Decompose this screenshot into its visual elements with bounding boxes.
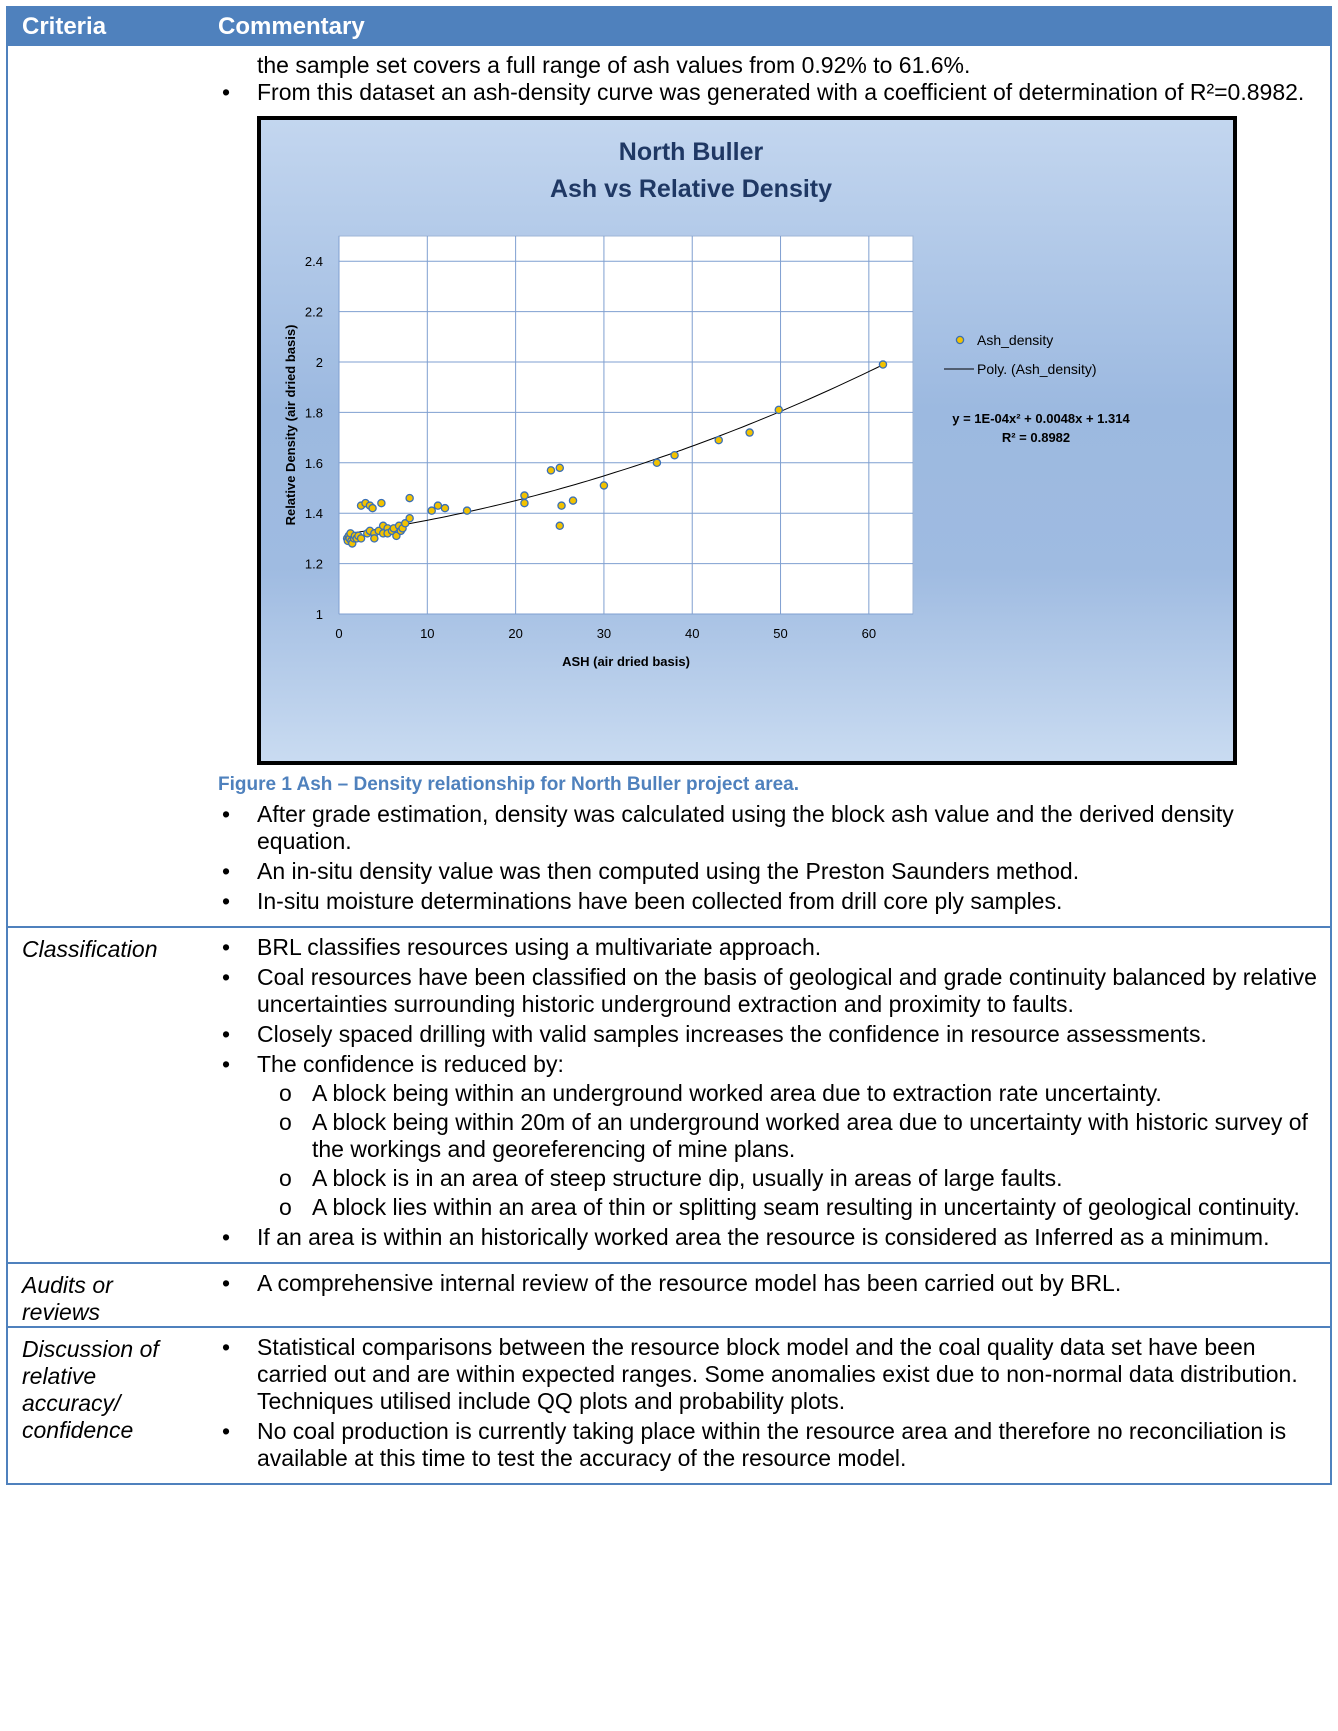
data-point: [555, 521, 565, 531]
density-commentary-cell: the sample set covers a full range of as…: [204, 46, 1330, 926]
data-point: [520, 498, 529, 508]
poly-trendline: [347, 364, 884, 535]
x-tick-label: 50: [773, 626, 787, 641]
sub-bullet-20m: A block being within 20m of an undergrou…: [257, 1109, 1320, 1163]
chart-svg: North Buller Ash vs Relative Density 0 10 20…: [283, 138, 1130, 669]
ash-density-chart: North Buller Ash vs Relative Density 0 10 20…: [257, 116, 1237, 765]
discussion-row: Discussion of relative accuracy/ confide…: [8, 1326, 1330, 1483]
bullet-closely-spaced: Closely spaced drilling with valid sampl…: [218, 1021, 1320, 1048]
chart-title-line1: North Buller: [619, 138, 764, 166]
bullet-in-situ-moisture: In-situ moisture determinations have bee…: [218, 888, 1320, 915]
sub-bullet-steep-dip: A block is in an area of steep structure…: [257, 1165, 1320, 1192]
confidence-reduced-label: The confidence is reduced by:: [257, 1051, 564, 1077]
classification-criteria: Classification: [22, 936, 158, 962]
discussion-criteria-line1: Discussion of: [22, 1336, 159, 1362]
data-point: [652, 458, 662, 468]
data-point: [878, 360, 888, 369]
data-point: [427, 506, 436, 515]
y-tick-label: 1.4: [305, 506, 323, 521]
audits-row: Audits or reviews A comprehensive intern…: [8, 1262, 1330, 1326]
x-tick-label: 0: [335, 626, 342, 641]
data-point: [368, 503, 377, 513]
header-commentary: Commentary: [218, 12, 365, 40]
data-point: [546, 466, 556, 475]
legend-marker-ash-density: [955, 335, 965, 345]
plot-area: [338, 235, 914, 615]
x-tick-label: 30: [597, 626, 611, 641]
y-tick-label: 2: [316, 355, 323, 370]
data-point: [520, 491, 529, 500]
figure-caption: Figure 1 Ash – Density relationship for …: [218, 774, 800, 795]
density-bullets-after: After grade estimation, density was calc…: [218, 801, 1320, 915]
sub-bullet-worked-area: A block being within an underground work…: [257, 1080, 1320, 1107]
discussion-criteria-line2: relative: [22, 1363, 97, 1389]
continued-text: the sample set covers a full range of as…: [257, 52, 971, 78]
bullet-statistical-comparisons: Statistical comparisons between the reso…: [218, 1334, 1320, 1415]
chart-title-line2: Ash vs Relative Density: [550, 175, 832, 203]
data-point: [557, 501, 566, 510]
data-point: [405, 513, 414, 523]
y-tick-label: 2.2: [305, 305, 323, 320]
density-row: the sample set covers a full range of as…: [8, 46, 1330, 926]
data-point: [714, 435, 723, 445]
criteria-commentary-table: Criteria Commentary the sample set cover…: [6, 6, 1332, 1485]
y-tick-label: 1.6: [305, 456, 323, 471]
discussion-criteria: Discussion of relative accuracy/ confide…: [8, 1328, 204, 1483]
bullet-multivariate: BRL classifies resources using a multiva…: [218, 934, 1320, 961]
confidence-sub-bullets: A block being within an underground work…: [257, 1080, 1320, 1221]
data-point: [370, 534, 379, 543]
data-point: [670, 450, 679, 460]
density-bullets-before: From this dataset an ash-density curve w…: [218, 79, 1320, 106]
discussion-criteria-line3: accuracy/: [22, 1390, 121, 1416]
bullet-curve: From this dataset an ash-density curve w…: [218, 79, 1320, 106]
legend-label-trendline: Poly. (Ash_density): [977, 361, 1097, 377]
bullet-internal-review: A comprehensive internal review of the r…: [218, 1270, 1320, 1297]
x-tick-label: 10: [420, 626, 434, 641]
header-criteria: Criteria: [22, 12, 107, 40]
trendline-equation: y = 1E-04x² + 0.0048x + 1.314: [952, 411, 1130, 426]
x-tick-label: 20: [508, 626, 522, 641]
audits-criteria-line2: reviews: [22, 1299, 100, 1325]
data-point: [377, 498, 386, 508]
table-header: Criteria Commentary: [8, 6, 1330, 46]
legend-label-ash-density: Ash_density: [977, 332, 1053, 348]
density-criteria-cell: [8, 46, 204, 926]
y-axis-label: Relative Density (air dried basis): [283, 325, 298, 526]
audits-criteria: Audits or reviews: [8, 1264, 204, 1326]
discussion-bullets: Statistical comparisons between the reso…: [218, 1334, 1320, 1472]
data-point: [462, 506, 472, 515]
classification-commentary: BRL classifies resources using a multiva…: [204, 928, 1330, 1262]
sub-bullet-thin-seam: A block lies within an area of thin or s…: [257, 1194, 1320, 1221]
bullet-confidence-reduced: The confidence is reduced by: A block be…: [218, 1051, 1320, 1221]
trendline-r2: R² = 0.8982: [1002, 430, 1070, 445]
data-point: [555, 463, 565, 473]
y-tick-label: 1.2: [305, 557, 323, 572]
audits-commentary: A comprehensive internal review of the r…: [204, 1264, 1330, 1326]
discussion-commentary: Statistical comparisons between the reso…: [204, 1328, 1330, 1483]
y-tick-label: 1: [316, 607, 323, 622]
audits-criteria-line1: Audits or: [22, 1272, 113, 1298]
data-point: [599, 481, 609, 490]
bullet-inferred-minimum: If an area is within an historically wor…: [218, 1224, 1320, 1251]
classification-row: Classification BRL classifies resources …: [8, 926, 1330, 1262]
bullet-no-production: No coal production is currently taking p…: [218, 1418, 1320, 1472]
bullet-preston-saunders: An in-situ density value was then comput…: [218, 858, 1320, 885]
data-point: [405, 493, 414, 503]
classification-bullets: BRL classifies resources using a multiva…: [218, 934, 1320, 1251]
x-axis-label: ASH (air dried basis): [562, 654, 690, 669]
y-tick-label: 2.4: [305, 254, 323, 269]
data-point: [433, 501, 443, 510]
bullet-grade-estimation: After grade estimation, density was calc…: [218, 801, 1320, 855]
data-point: [745, 428, 754, 437]
y-tick-label: 1.8: [305, 405, 323, 420]
audits-bullets: A comprehensive internal review of the r…: [218, 1270, 1320, 1297]
x-tick-label: 60: [862, 626, 876, 641]
discussion-criteria-line4: confidence: [22, 1417, 134, 1443]
data-point: [774, 405, 784, 415]
x-tick-label: 40: [685, 626, 699, 641]
data-point: [568, 496, 578, 505]
data-point: [356, 534, 366, 543]
data-point: [440, 503, 450, 513]
bullet-classified-basis: Coal resources have been classified on t…: [218, 964, 1320, 1018]
